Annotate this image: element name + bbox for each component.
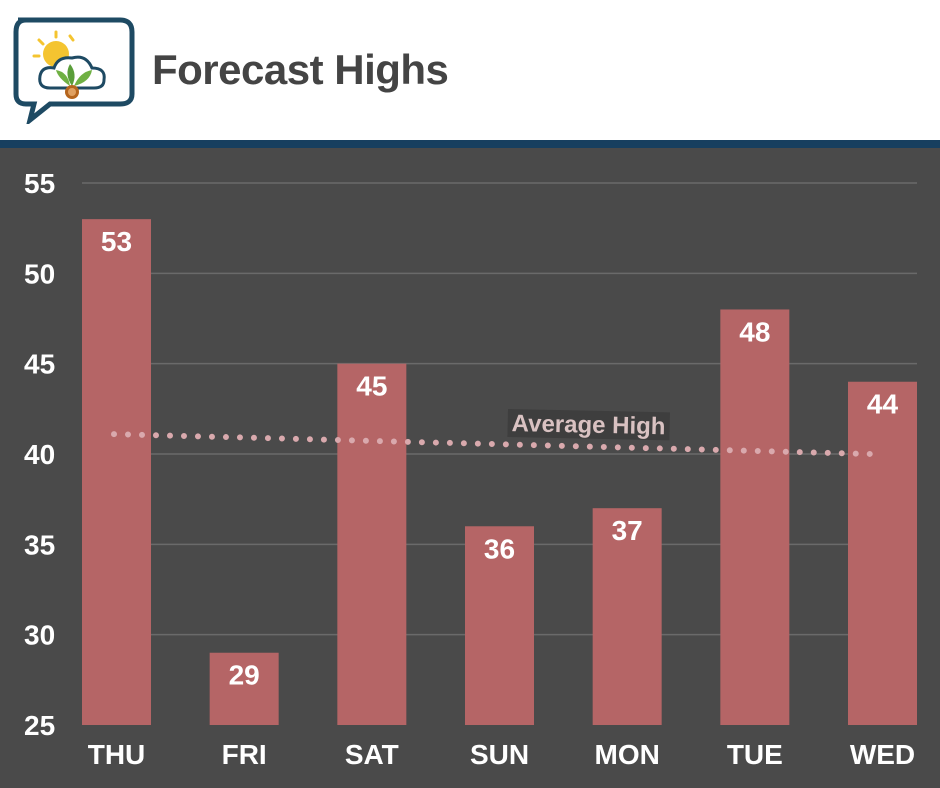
- average-line: [111, 431, 875, 457]
- y-tick-label: 35: [24, 529, 55, 560]
- data-labels: 53 29 45 36 37 48 44: [101, 226, 899, 691]
- chart-title: Forecast Highs: [152, 46, 449, 93]
- average-line-label: Average High: [507, 409, 670, 441]
- bar-thu: [82, 219, 151, 725]
- y-tick-label: 45: [24, 349, 55, 380]
- header-rule: [0, 140, 940, 148]
- x-tick-label: FRI: [222, 739, 267, 770]
- y-tick-label: 25: [24, 710, 55, 741]
- bar-mon: [592, 508, 662, 725]
- bar-sun: [465, 526, 534, 725]
- data-label: 48: [739, 316, 770, 347]
- data-label: 29: [229, 660, 260, 691]
- data-label: 36: [484, 533, 515, 564]
- bar-tue: [720, 309, 790, 725]
- data-label: 53: [101, 226, 132, 257]
- y-tick-label: 50: [24, 258, 55, 289]
- average-high-line: Average High: [111, 409, 875, 457]
- bar-fri: [209, 652, 279, 725]
- x-tick-label: SAT: [345, 739, 399, 770]
- header: Forecast Highs: [0, 0, 940, 140]
- y-axis-ticks: 25 30 35 40 45 50 55: [24, 168, 55, 741]
- x-tick-label: MON: [595, 739, 660, 770]
- bars: [82, 219, 917, 725]
- x-tick-label: WED: [850, 739, 915, 770]
- y-tick-label: 30: [24, 620, 55, 651]
- bar-sat: [337, 363, 407, 725]
- average-label-text: Average High: [511, 410, 665, 440]
- y-tick-label: 40: [24, 439, 55, 470]
- data-label: 45: [356, 371, 387, 402]
- data-label: 44: [867, 389, 899, 420]
- x-axis-ticks: THU FRI SAT SUN MON TUE WED: [88, 739, 915, 770]
- x-tick-label: SUN: [470, 739, 529, 770]
- weather-logo-icon: [13, 17, 135, 124]
- x-tick-label: THU: [88, 739, 146, 770]
- data-label: 37: [612, 515, 643, 546]
- y-tick-label: 55: [24, 168, 55, 199]
- x-tick-label: TUE: [727, 739, 783, 770]
- bar-wed: [848, 381, 917, 725]
- average-label-bg: [507, 409, 670, 441]
